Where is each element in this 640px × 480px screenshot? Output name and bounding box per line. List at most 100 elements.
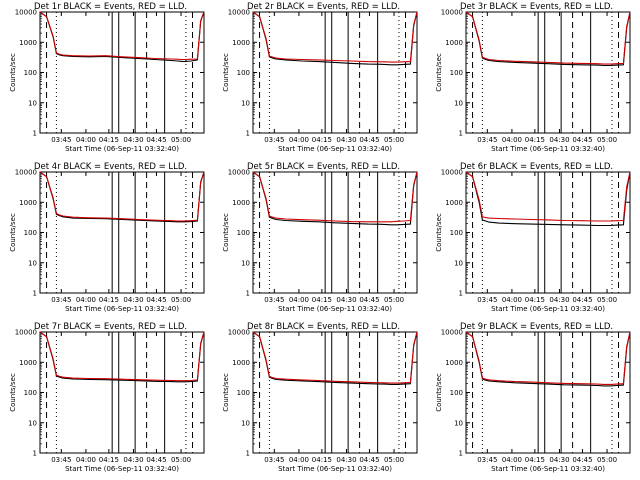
x-tick-label: 03:45: [477, 136, 497, 144]
y-tick-label: 10000: [228, 329, 250, 337]
y-tick-label: 10: [28, 99, 37, 107]
x-tick-label: 04:15: [99, 456, 119, 464]
y-tick-label: 1: [459, 450, 463, 458]
events-series-line: [252, 171, 418, 226]
detector-chart-1: Det 1r BLACK = Events, RED = LLD. 1 10 100 1…: [0, 0, 213, 160]
x-axis-label: Start Time (06-Sep-11 03:32:40): [491, 145, 605, 153]
x-tick-label: 03:45: [264, 456, 284, 464]
chart-title: Det 4r BLACK = Events, RED = LLD.: [34, 162, 187, 172]
x-tick-label: 05:00: [597, 456, 617, 464]
chart-title: Det 1r BLACK = Events, RED = LLD.: [34, 2, 187, 12]
x-tick-label: 04:15: [99, 296, 119, 304]
events-series-line: [465, 331, 631, 387]
y-axis-label: Counts/sec: [222, 53, 230, 92]
lld-series-line: [465, 331, 631, 385]
y-tick-label: 1000: [445, 199, 463, 207]
chart-title: Det 6r BLACK = Events, RED = LLD.: [460, 162, 613, 172]
y-tick-label: 1: [246, 130, 250, 138]
chart-svg: Det 4r BLACK = Events, RED = LLD. 1 10 100 1…: [9, 162, 205, 313]
x-tick-label: 04:15: [312, 136, 332, 144]
y-tick-label: 10000: [441, 9, 463, 17]
x-tick-label: 04:15: [525, 456, 545, 464]
y-tick-label: 1000: [445, 39, 463, 47]
y-tick-label: 100: [237, 69, 250, 77]
x-tick-label: 05:00: [384, 296, 404, 304]
lld-series-line: [252, 171, 418, 223]
chart-title: Det 8r BLACK = Events, RED = LLD.: [247, 322, 400, 332]
y-tick-label: 10: [241, 99, 250, 107]
detector-chart-2: Det 2r BLACK = Events, RED = LLD. 1 10 100 1…: [213, 0, 426, 160]
x-tick-label: 04:00: [502, 456, 522, 464]
chart-svg: Det 1r BLACK = Events, RED = LLD. 1 10 100 1…: [9, 2, 205, 153]
x-tick-label: 04:15: [525, 136, 545, 144]
lld-series-line: [39, 11, 205, 61]
x-tick-label: 04:30: [336, 296, 356, 304]
y-tick-label: 1000: [232, 39, 250, 47]
x-axis-label: Start Time (06-Sep-11 03:32:40): [65, 145, 179, 153]
y-tick-label: 10000: [15, 9, 37, 17]
events-series-line: [465, 11, 631, 67]
events-series-line: [39, 331, 205, 383]
y-tick-label: 1: [459, 130, 463, 138]
detector-chart-9: Det 9r BLACK = Events, RED = LLD. 1 10 100 1…: [426, 320, 639, 480]
x-tick-label: 04:30: [549, 136, 569, 144]
x-tick-label: 04:00: [76, 136, 96, 144]
y-tick-label: 10000: [441, 329, 463, 337]
y-tick-label: 10000: [228, 169, 250, 177]
y-axis-label: Counts/sec: [9, 213, 17, 252]
lld-series-line: [465, 11, 631, 65]
chart-svg: Det 7r BLACK = Events, RED = LLD. 1 10 100 1…: [9, 322, 205, 473]
y-tick-label: 100: [24, 229, 37, 237]
x-tick-label: 04:30: [123, 456, 143, 464]
x-tick-label: 04:00: [289, 136, 309, 144]
x-axis-label: Start Time (06-Sep-11 03:32:40): [278, 305, 392, 313]
x-tick-label: 03:45: [477, 296, 497, 304]
events-series-line: [252, 331, 418, 385]
plot-frame: [465, 171, 631, 294]
x-tick-label: 04:15: [312, 456, 332, 464]
x-tick-label: 05:00: [384, 136, 404, 144]
y-tick-label: 1: [459, 290, 463, 298]
x-tick-label: 04:45: [572, 296, 592, 304]
detector-chart-3: Det 3r BLACK = Events, RED = LLD. 1 10 100 1…: [426, 0, 639, 160]
y-axis-label: Counts/sec: [222, 213, 230, 252]
y-tick-label: 100: [24, 389, 37, 397]
plot-frame: [252, 331, 418, 454]
y-axis-label: Counts/sec: [435, 373, 443, 412]
detector-chart-8: Det 8r BLACK = Events, RED = LLD. 1 10 100 1…: [213, 320, 426, 480]
y-tick-label: 1000: [19, 359, 37, 367]
chart-svg: Det 5r BLACK = Events, RED = LLD. 1 10 100 1…: [222, 162, 418, 313]
y-tick-label: 10000: [15, 329, 37, 337]
y-tick-label: 100: [237, 229, 250, 237]
x-tick-label: 04:30: [123, 296, 143, 304]
y-tick-label: 10: [241, 259, 250, 267]
lld-series-line: [39, 331, 205, 382]
lld-series-line: [465, 171, 631, 222]
plot-frame: [252, 11, 418, 134]
y-axis-label: Counts/sec: [9, 53, 17, 92]
chart-svg: Det 9r BLACK = Events, RED = LLD. 1 10 100 1…: [435, 322, 631, 473]
x-tick-label: 04:45: [359, 456, 379, 464]
x-tick-label: 04:00: [289, 456, 309, 464]
x-tick-label: 03:45: [264, 296, 284, 304]
x-tick-label: 04:45: [359, 136, 379, 144]
y-tick-label: 10000: [441, 169, 463, 177]
y-tick-label: 10: [28, 259, 37, 267]
y-axis-label: Counts/sec: [222, 373, 230, 412]
x-tick-label: 05:00: [171, 296, 191, 304]
y-tick-label: 10000: [228, 9, 250, 17]
plot-frame: [252, 171, 418, 294]
x-tick-label: 04:15: [99, 136, 119, 144]
x-tick-label: 04:00: [289, 296, 309, 304]
y-tick-label: 10: [454, 419, 463, 427]
y-tick-label: 1000: [232, 359, 250, 367]
x-tick-label: 05:00: [597, 136, 617, 144]
y-tick-label: 10: [454, 259, 463, 267]
x-axis-label: Start Time (06-Sep-11 03:32:40): [278, 465, 392, 473]
y-tick-label: 1000: [19, 39, 37, 47]
x-tick-label: 05:00: [384, 456, 404, 464]
y-axis-label: Counts/sec: [9, 373, 17, 412]
events-series-line: [39, 11, 205, 63]
plot-frame: [465, 331, 631, 454]
x-tick-label: 03:45: [51, 456, 71, 464]
